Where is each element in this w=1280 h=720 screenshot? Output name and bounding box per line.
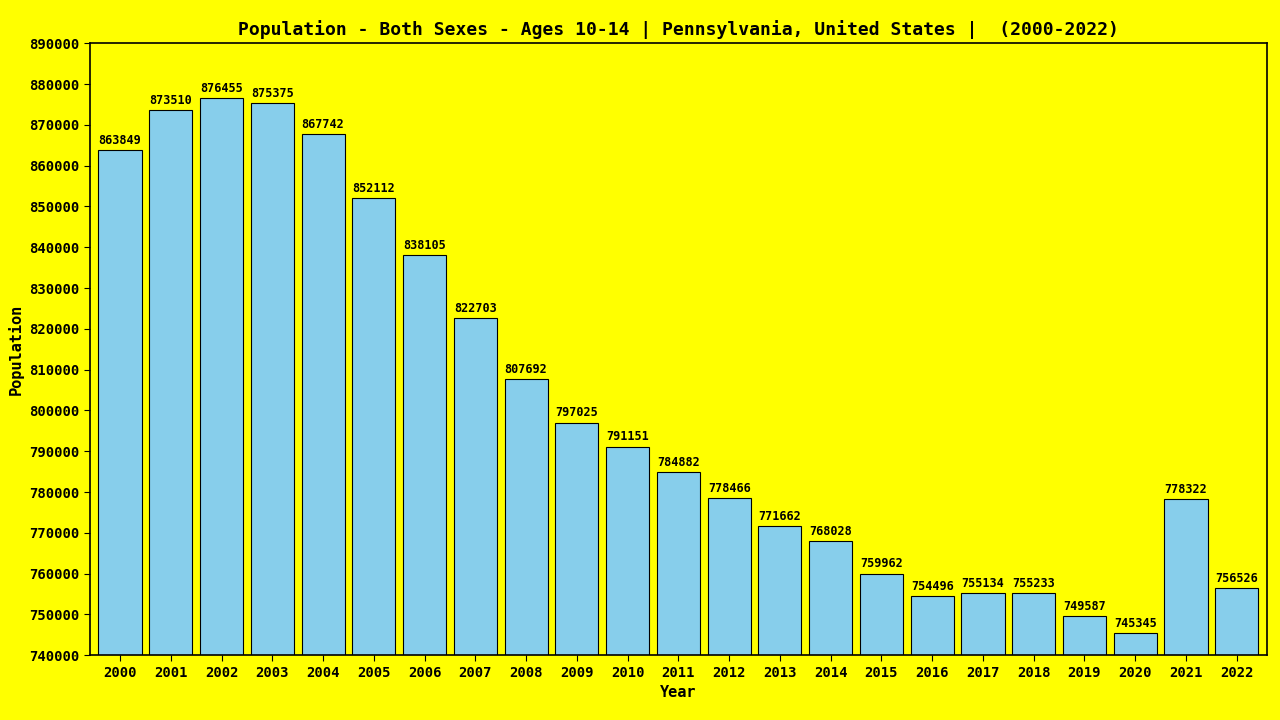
Bar [1165,499,1207,720]
Bar [708,498,751,720]
Bar [200,99,243,720]
Bar [454,318,497,720]
Text: 807692: 807692 [504,363,548,376]
X-axis label: Year: Year [660,685,696,700]
Text: 771662: 771662 [759,510,801,523]
Text: 867742: 867742 [302,118,344,131]
Text: 756526: 756526 [1216,572,1258,585]
Text: 791151: 791151 [607,431,649,444]
Text: 873510: 873510 [150,94,192,107]
Bar [657,472,700,720]
Bar [961,593,1005,720]
Text: 778322: 778322 [1165,482,1207,495]
Text: 768028: 768028 [809,525,852,538]
Text: 784882: 784882 [657,456,700,469]
Bar [605,446,649,720]
Text: 863849: 863849 [99,134,141,147]
Bar [150,110,192,720]
Text: 754496: 754496 [911,580,954,593]
Text: 797025: 797025 [556,406,598,419]
Bar [809,541,852,720]
Text: 745345: 745345 [1114,617,1157,630]
Text: 778466: 778466 [708,482,750,495]
Bar [352,198,396,720]
Text: 875375: 875375 [251,86,293,99]
Bar [1114,634,1157,720]
Text: 822703: 822703 [454,302,497,315]
Bar [758,526,801,720]
Bar [860,574,902,720]
Text: 749587: 749587 [1064,600,1106,613]
Bar [1062,616,1106,720]
Bar [403,255,447,720]
Y-axis label: Population: Population [8,304,23,395]
Bar [302,134,344,720]
Bar [251,103,294,720]
Bar [1012,593,1055,720]
Title: Population - Both Sexes - Ages 10-14 | Pennsylvania, United States |  (2000-2022: Population - Both Sexes - Ages 10-14 | P… [238,20,1119,39]
Bar [1215,588,1258,720]
Bar [99,150,142,720]
Text: 759962: 759962 [860,557,902,570]
Text: 755134: 755134 [961,577,1005,590]
Text: 755233: 755233 [1012,577,1055,590]
Bar [910,596,954,720]
Text: 876455: 876455 [200,82,243,95]
Text: 852112: 852112 [352,181,396,194]
Bar [504,379,548,720]
Text: 838105: 838105 [403,238,445,252]
Bar [556,423,599,720]
